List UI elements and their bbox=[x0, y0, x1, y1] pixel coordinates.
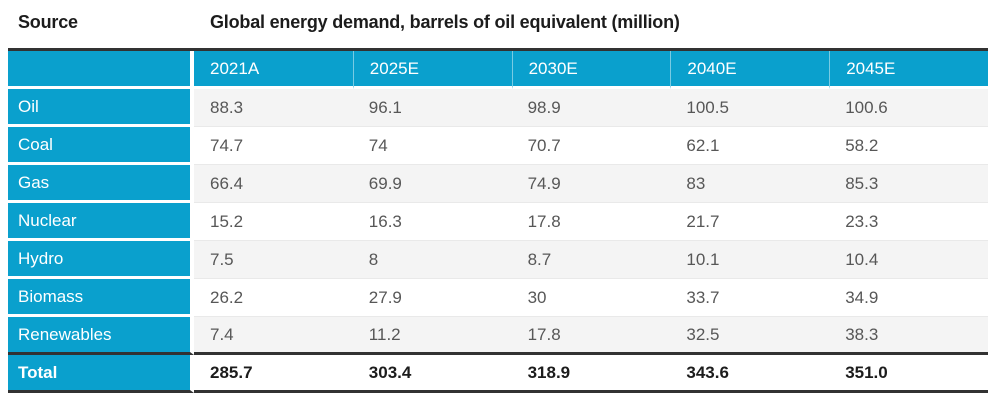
table-row: Nuclear 15.2 16.3 17.8 21.7 23.3 bbox=[8, 203, 988, 241]
row-label: Biomass bbox=[8, 279, 194, 317]
total-cell: 318.9 bbox=[511, 355, 671, 393]
table-row: Renewables 7.4 11.2 17.8 32.5 38.3 bbox=[8, 317, 988, 355]
source-column-heading: Source bbox=[18, 12, 78, 32]
total-cell: 285.7 bbox=[194, 355, 353, 393]
row-label: Coal bbox=[8, 127, 194, 165]
table-row: Oil 88.3 96.1 98.9 100.5 100.6 bbox=[8, 89, 988, 127]
table-cell: 10.1 bbox=[670, 241, 830, 279]
table-row: Hydro 7.5 8 8.7 10.1 10.4 bbox=[8, 241, 988, 279]
table-cell: 58.2 bbox=[829, 127, 988, 165]
total-cell: 343.6 bbox=[670, 355, 830, 393]
table-row: Biomass 26.2 27.9 30 33.7 34.9 bbox=[8, 279, 988, 317]
total-row-label: Total bbox=[8, 355, 194, 393]
column-header: 2045E bbox=[829, 51, 988, 89]
table-cell: 66.4 bbox=[194, 165, 353, 203]
row-label: Gas bbox=[8, 165, 194, 203]
row-label: Nuclear bbox=[8, 203, 194, 241]
table-row: Coal 74.7 74 70.7 62.1 58.2 bbox=[8, 127, 988, 165]
table-cell: 10.4 bbox=[829, 241, 988, 279]
table-cell: 100.5 bbox=[670, 89, 830, 127]
table-cell: 27.9 bbox=[352, 279, 512, 317]
total-cell: 351.0 bbox=[829, 355, 988, 393]
column-header: 2030E bbox=[511, 51, 671, 89]
table-row: Gas 66.4 69.9 74.9 83 85.3 bbox=[8, 165, 988, 203]
table-cell: 32.5 bbox=[670, 317, 830, 355]
table-cell: 83 bbox=[670, 165, 830, 203]
row-label: Hydro bbox=[8, 241, 194, 279]
table-cell: 30 bbox=[511, 279, 671, 317]
energy-demand-table: 2021A 2025E 2030E 2040E 2045E Oil 88.3 96.1 98.… bbox=[8, 48, 988, 393]
table-cell: 15.2 bbox=[194, 203, 353, 241]
table-cell: 38.3 bbox=[829, 317, 988, 355]
table-cell: 16.3 bbox=[352, 203, 512, 241]
table-cell: 17.8 bbox=[511, 203, 671, 241]
column-header: 2040E bbox=[670, 51, 830, 89]
column-header: 2025E bbox=[352, 51, 512, 89]
table-cell: 26.2 bbox=[194, 279, 353, 317]
row-label: Renewables bbox=[8, 317, 194, 355]
table-cell: 62.1 bbox=[670, 127, 830, 165]
table-cell: 100.6 bbox=[829, 89, 988, 127]
table-cell: 70.7 bbox=[511, 127, 671, 165]
table-cell: 74 bbox=[352, 127, 512, 165]
table-cell: 74.7 bbox=[194, 127, 353, 165]
table-cell: 96.1 bbox=[352, 89, 512, 127]
table-cell: 23.3 bbox=[829, 203, 988, 241]
total-row: Total 285.7 303.4 318.9 343.6 351.0 bbox=[8, 355, 988, 393]
table-cell: 69.9 bbox=[352, 165, 512, 203]
table-cell: 33.7 bbox=[670, 279, 830, 317]
table-cell: 98.9 bbox=[511, 89, 671, 127]
table-cell: 8 bbox=[352, 241, 512, 279]
header-corner-cell bbox=[8, 51, 194, 89]
title-bar: Source Global energy demand, barrels of … bbox=[0, 12, 997, 42]
table-cell: 34.9 bbox=[829, 279, 988, 317]
table-cell: 11.2 bbox=[352, 317, 512, 355]
column-header: 2021A bbox=[194, 51, 353, 89]
table-cell: 7.4 bbox=[194, 317, 353, 355]
table-title: Global energy demand, barrels of oil equ… bbox=[210, 12, 680, 32]
table-header-row: 2021A 2025E 2030E 2040E 2045E bbox=[8, 51, 988, 89]
total-cell: 303.4 bbox=[352, 355, 512, 393]
table-cell: 21.7 bbox=[670, 203, 830, 241]
table-cell: 8.7 bbox=[511, 241, 671, 279]
row-label: Oil bbox=[8, 89, 194, 127]
table-body: Oil 88.3 96.1 98.9 100.5 100.6 Coal 74.7 74 70.7 6… bbox=[8, 89, 988, 355]
table-cell: 85.3 bbox=[829, 165, 988, 203]
table-cell: 7.5 bbox=[194, 241, 353, 279]
table-cell: 88.3 bbox=[194, 89, 353, 127]
table-cell: 74.9 bbox=[511, 165, 671, 203]
table-cell: 17.8 bbox=[511, 317, 671, 355]
